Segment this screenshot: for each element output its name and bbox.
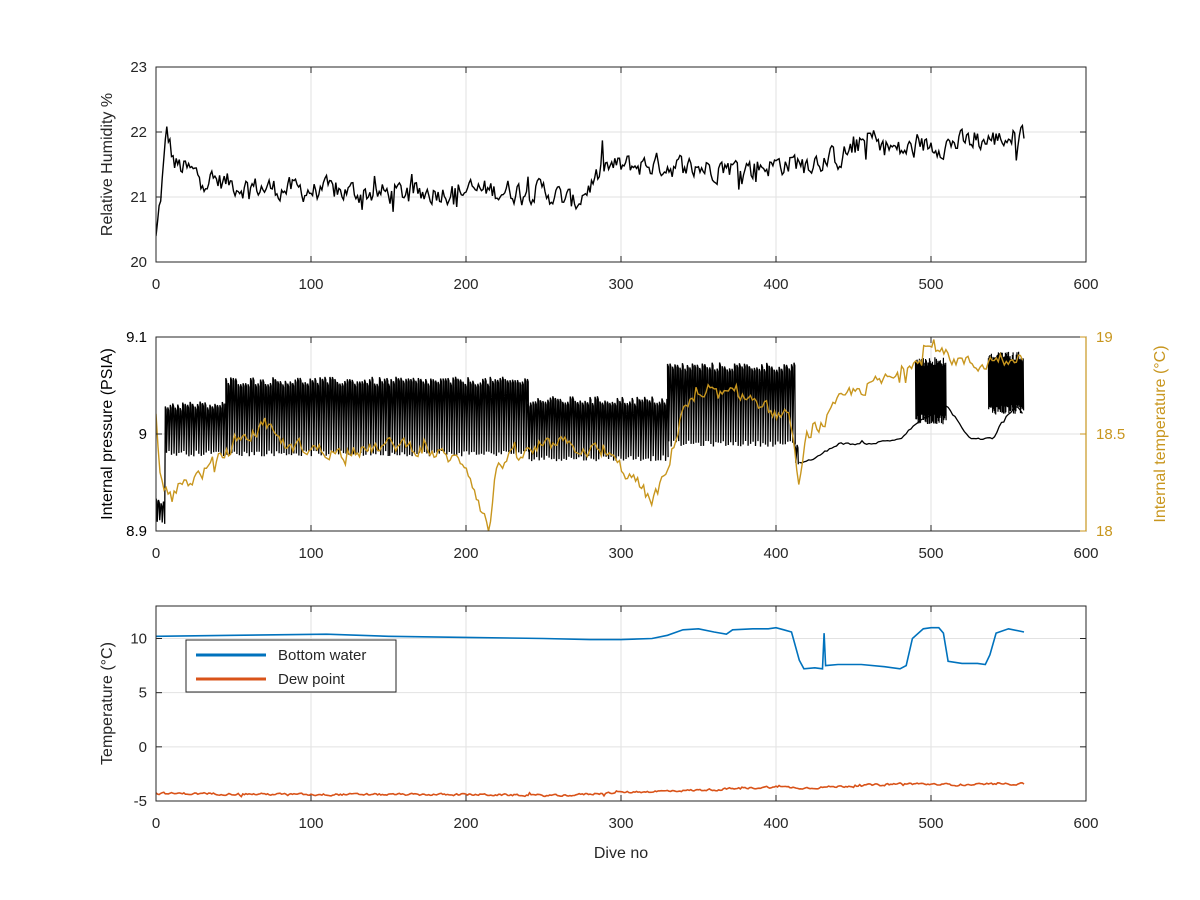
y-tick-label: 9 (139, 426, 147, 443)
tick-labels: 0 100 200 300 400 500 600 -5 0 5 10 (130, 606, 1099, 832)
y-axis-label: Internal pressure (PSIA) (99, 348, 116, 520)
humidity-panel: 0 100 200 300 400 500 600 20 21 22 23 Relative Humi… (99, 59, 1099, 293)
y-tick-label: 20 (130, 254, 147, 271)
x-tick-label: 300 (608, 815, 633, 832)
tick-labels: 0 100 200 300 400 500 600 20 21 22 23 (130, 59, 1098, 293)
legend-label: Bottom water (278, 647, 366, 664)
y2-tick-label: 19 (1096, 329, 1113, 346)
y-tick-label: 9.1 (126, 329, 147, 346)
tick-labels: 0 100 200 300 400 500 600 8.9 9 9.1 18 18.5 19 (126, 329, 1125, 562)
y-tick-label: 5 (139, 685, 147, 702)
y-tick-label: -5 (134, 793, 147, 810)
x-tick-label: 600 (1073, 276, 1098, 293)
pressure-dense-block-1 (987, 351, 1025, 415)
series-2-1 (156, 781, 1025, 798)
y-tick-label: 21 (130, 189, 147, 206)
x-tick-label: 400 (763, 276, 788, 293)
x-tick-label: 600 (1073, 815, 1098, 832)
x-axis-label: Dive no (594, 845, 648, 862)
y2-axis-label: Internal temperature (°C) (1152, 345, 1169, 522)
y-tick-label: 10 (130, 631, 147, 648)
pressure-tail-line (799, 405, 1023, 464)
x-tick-label: 400 (763, 815, 788, 832)
x-tick-label: 400 (763, 545, 788, 562)
x-tick-label: 100 (298, 276, 323, 293)
x-tick-label: 200 (453, 815, 478, 832)
y-tick-label: 0 (139, 739, 147, 756)
series-line (156, 123, 1025, 237)
x-tick-label: 500 (918, 545, 943, 562)
y2-tick-label: 18.5 (1096, 426, 1125, 443)
x-tick-label: 500 (918, 815, 943, 832)
y-tick-label: 23 (130, 59, 147, 76)
y-tick-label: 22 (130, 124, 147, 141)
series-2-0 (156, 626, 1025, 670)
y-axis-label: Relative Humidity % (99, 93, 116, 236)
x-tick-label: 100 (298, 545, 323, 562)
series-1-0 (156, 351, 1025, 524)
legend: Bottom water Dew point (185, 639, 397, 693)
x-tick-label: 300 (608, 545, 633, 562)
x-tick-label: 0 (152, 276, 160, 293)
water-dewpoint-panel: 0 100 200 300 400 500 600 -5 0 5 10 Temperature (°C… (99, 605, 1099, 862)
series-line (156, 781, 1025, 798)
series-line (156, 339, 1024, 531)
x-tick-label: 200 (453, 545, 478, 562)
pressure-dense-block-0 (914, 357, 947, 425)
x-tick-label: 0 (152, 815, 160, 832)
pressure-temperature-panel: 0 100 200 300 400 500 600 8.9 9 9.1 18 18.5 19 Intern… (99, 329, 1169, 562)
series-line (156, 626, 1025, 670)
x-tick-label: 0 (152, 545, 160, 562)
pressure-line (156, 362, 799, 524)
series-1-1 (156, 339, 1024, 531)
x-tick-label: 100 (298, 815, 323, 832)
y-tick-label: 8.9 (126, 523, 147, 540)
legend-label: Dew point (278, 671, 346, 688)
x-tick-label: 200 (453, 276, 478, 293)
y-axis-label: Temperature (°C) (99, 642, 116, 765)
series-0-0 (156, 123, 1025, 237)
y2-tick-label: 18 (1096, 523, 1113, 540)
x-tick-label: 600 (1073, 545, 1098, 562)
x-tick-label: 500 (918, 276, 943, 293)
x-tick-label: 300 (608, 276, 633, 293)
